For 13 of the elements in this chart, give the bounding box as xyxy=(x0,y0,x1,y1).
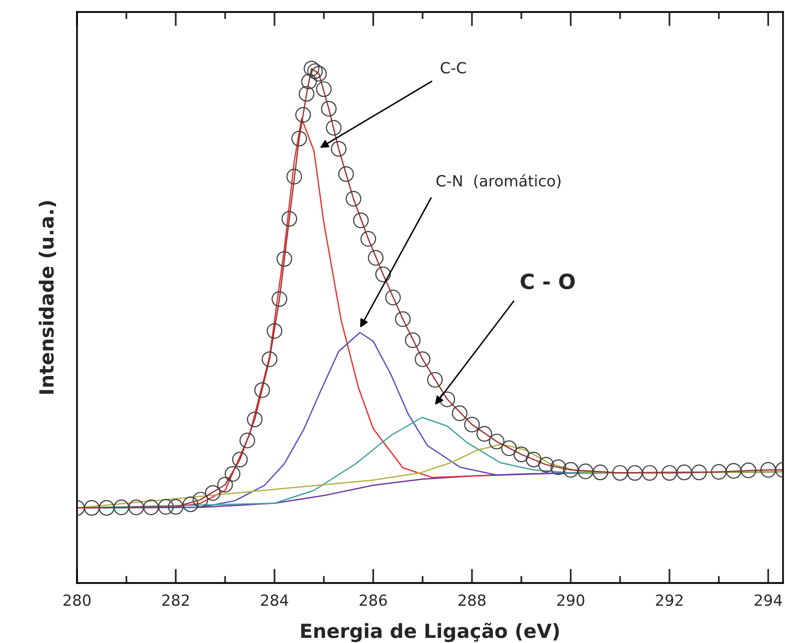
x-axis-title: Energia de Ligação (eV) xyxy=(301,622,559,642)
annotation: C-N (aromático) xyxy=(436,174,560,188)
x-tick-label: 288 xyxy=(458,594,486,606)
x-tick-label: 284 xyxy=(261,594,288,606)
x-tick-label: 294 xyxy=(754,594,782,606)
y-axis-title: Intensidade (u.a.) xyxy=(38,201,56,394)
annotation: C-C xyxy=(440,62,466,74)
x-tick-label: 280 xyxy=(64,594,91,606)
annotation: C - O xyxy=(520,274,575,290)
x-tick-label: 286 xyxy=(360,594,387,606)
x-tick-label: 292 xyxy=(656,594,682,606)
x-tick-label: 290 xyxy=(557,594,584,606)
x-tick-label: 282 xyxy=(162,594,189,606)
